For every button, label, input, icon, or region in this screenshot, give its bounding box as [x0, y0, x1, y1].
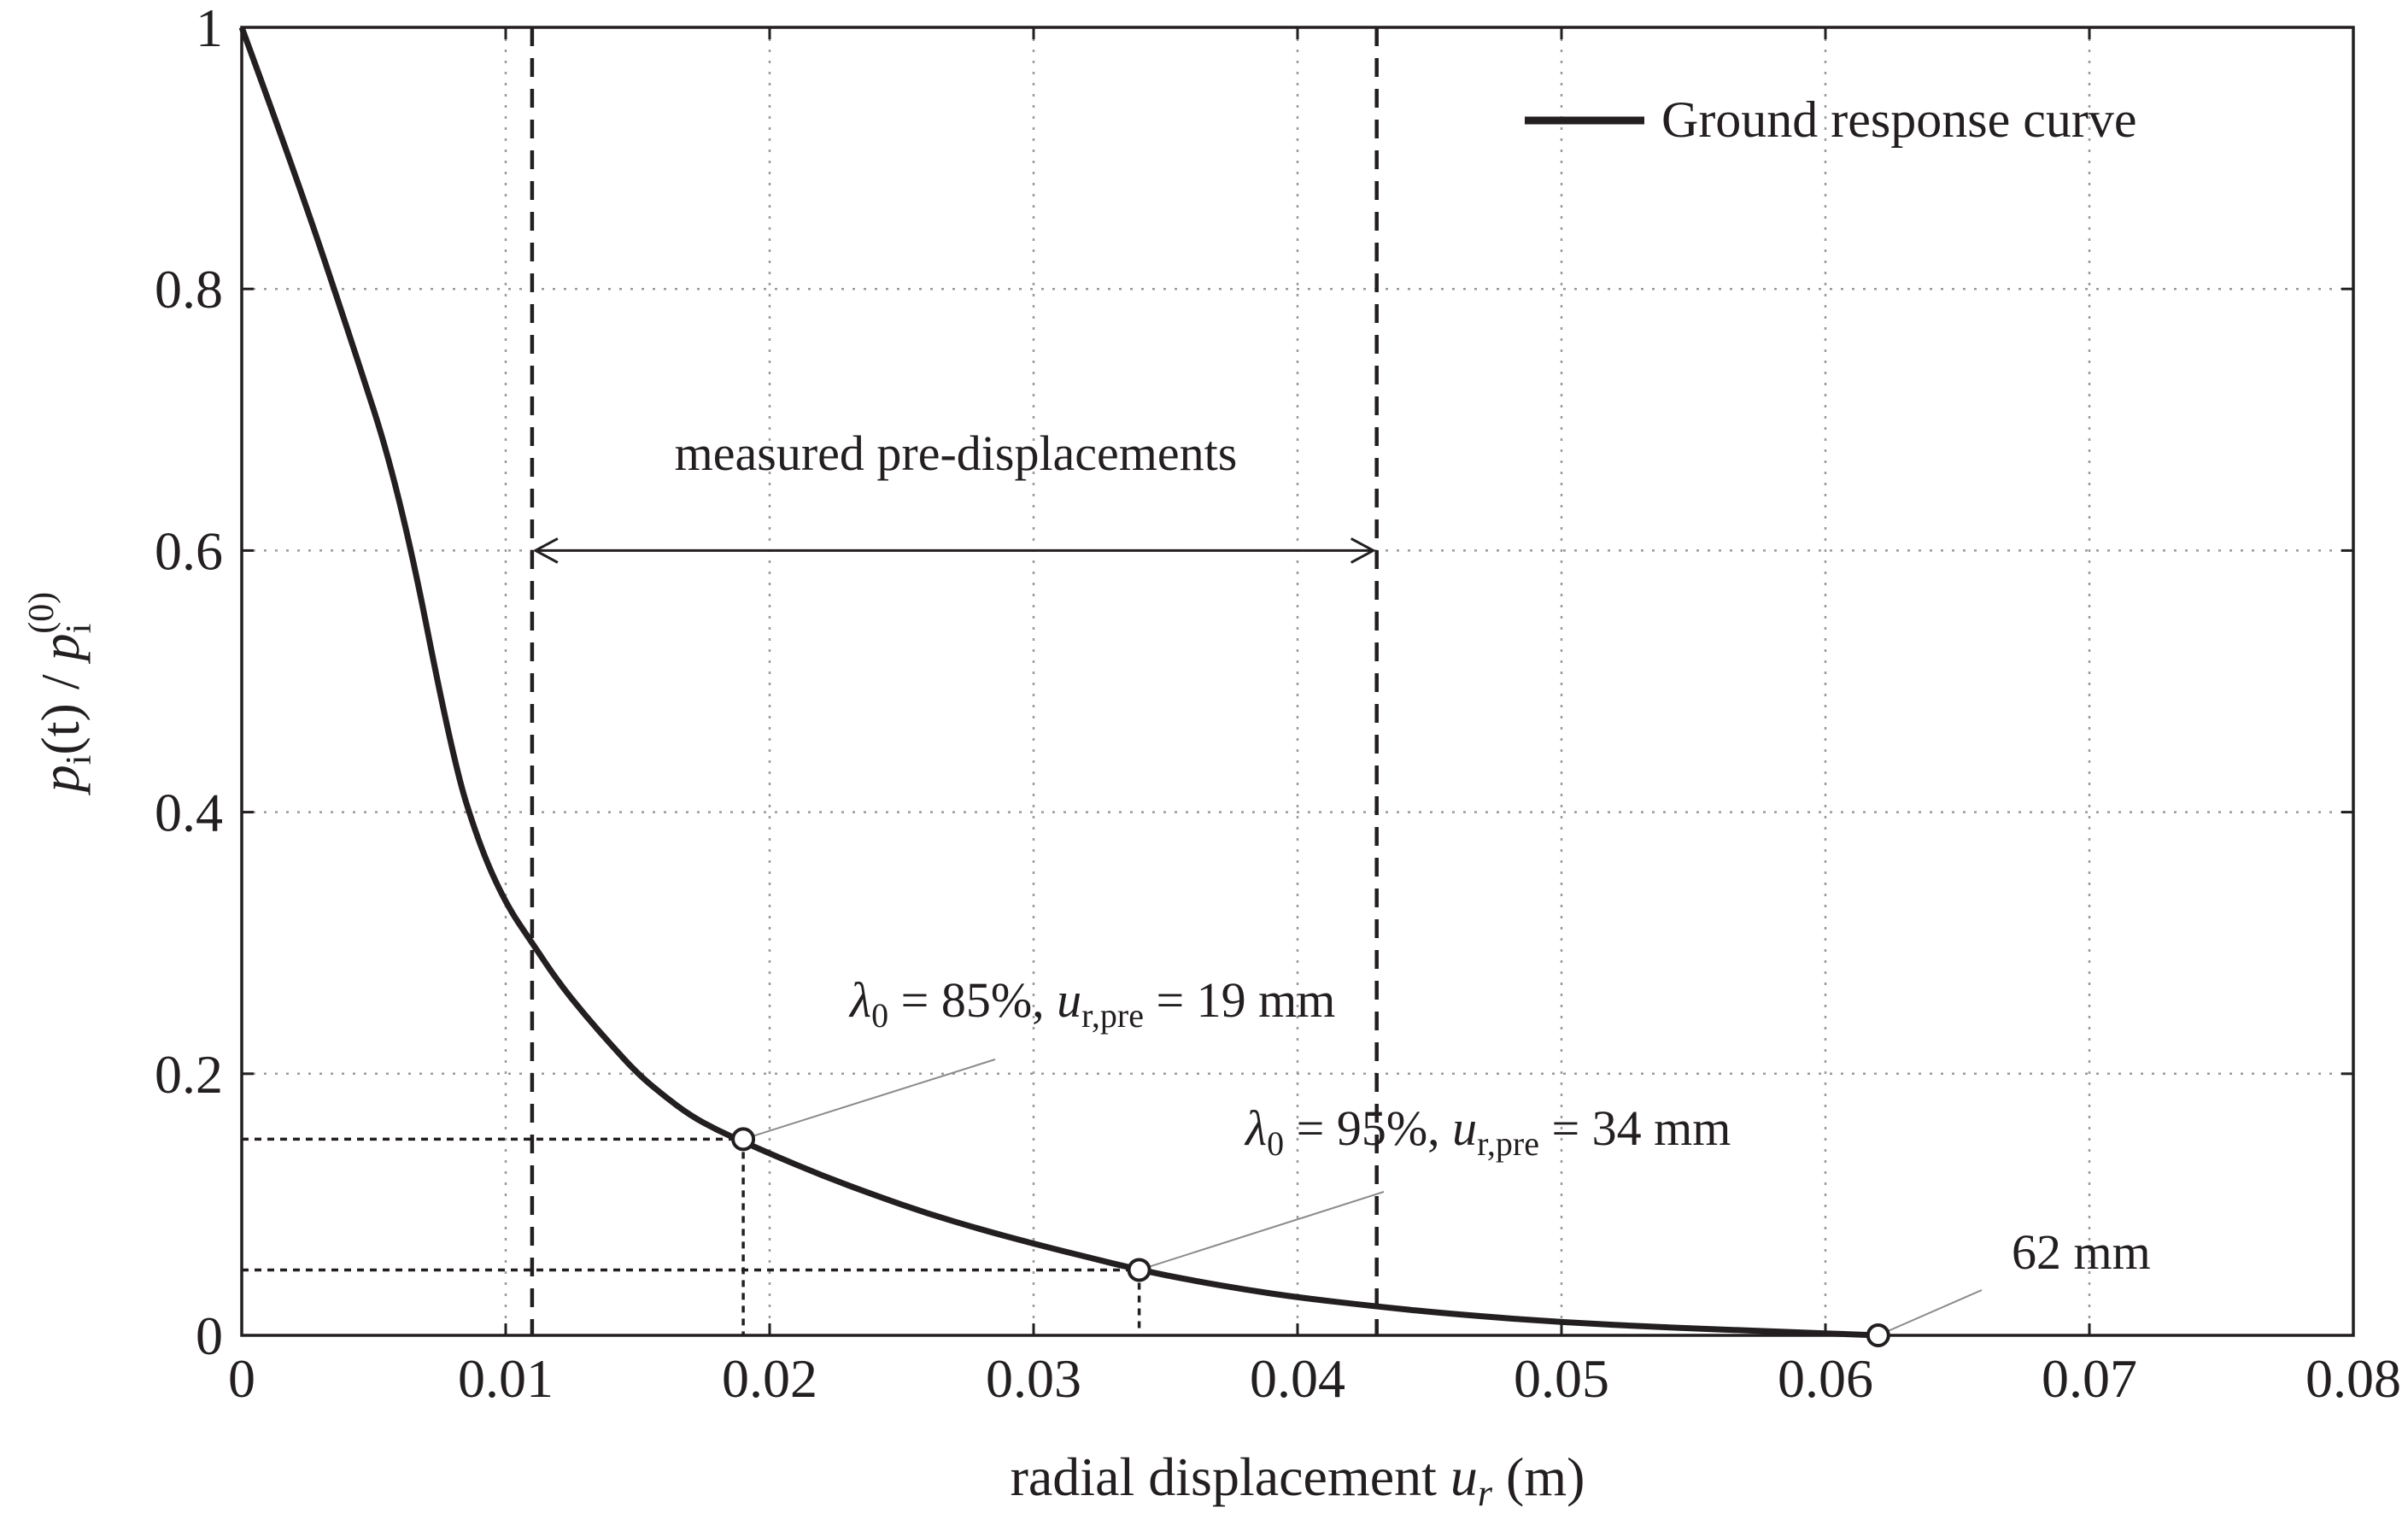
marker-label-3: 62 mm [2012, 1224, 2151, 1280]
y-tick-label: 1 [196, 0, 223, 58]
x-tick-label: 0.06 [1778, 1348, 1873, 1409]
x-label-var: u [1450, 1446, 1478, 1507]
y-label-sub2: i [60, 624, 99, 634]
x-tick-label: 0 [228, 1348, 255, 1409]
annotation-layer [731, 1059, 1983, 1347]
span-label: measured pre-displacements [675, 425, 1238, 481]
guide-layer [242, 27, 1379, 1335]
legend-label: Ground response curve [1661, 91, 2137, 148]
marker-1-lambda: λ [848, 972, 871, 1028]
marker-1-var: u [1057, 972, 1081, 1028]
marker-2-lambda: λ [1244, 1100, 1267, 1156]
frame-layer [240, 26, 2355, 1337]
marker-2-end: = 34 mm [1539, 1100, 1731, 1156]
marker-label-1: λ0 = 85%, ur,pre = 19 mm [848, 972, 1335, 1035]
legend: Ground response curve [1525, 91, 2137, 148]
x-axis-label: radial displacement ur (m) [1011, 1446, 1585, 1514]
y-tick-label: 0.8 [155, 259, 223, 320]
marker-leader-line [1139, 1191, 1385, 1271]
x-label-sub: r [1478, 1472, 1493, 1514]
y-tick-label: 0.4 [155, 783, 223, 843]
y-tick-label: 0.2 [155, 1044, 223, 1105]
marker-1-var-sub: r,pre [1081, 996, 1144, 1035]
marker-label-2: λ0 = 95%, ur,pre = 34 mm [1244, 1100, 1731, 1163]
x-label-unit: (m) [1492, 1446, 1585, 1507]
marker-2-lambda-sub: 0 [1267, 1124, 1284, 1163]
x-tick-label: 0.02 [722, 1348, 817, 1409]
marker-1-mid: = 85%, [888, 972, 1057, 1028]
data-point-marker [1127, 1258, 1151, 1282]
ground-response-curve [238, 26, 1878, 1339]
y-label-sub1: i [60, 755, 99, 765]
data-point-marker [1866, 1323, 1890, 1347]
marker-leader-line [1878, 1289, 1983, 1336]
y-label-p2: p [30, 633, 91, 664]
curve-layer [238, 26, 1878, 1339]
tick-label-layer: 0 0.01 0.02 0.03 0.04 0.05 0.06 0.07 0.08 0 0.2 0.4… [155, 0, 2401, 1409]
data-point-marker [731, 1127, 756, 1152]
y-label-mid: (t) / [30, 660, 91, 754]
marker-2-mid: = 95%, [1284, 1100, 1452, 1156]
marker-leader-line [742, 1059, 996, 1141]
x-tick-label: 0.03 [986, 1348, 1081, 1409]
x-tick-label: 0.08 [2305, 1348, 2401, 1409]
y-label-p1: p [30, 765, 91, 795]
span-arrow-head-right [1350, 537, 1376, 564]
y-tick-label: 0.6 [155, 520, 223, 581]
x-tick-label: 0.01 [458, 1348, 554, 1409]
y-axis-label: pi(t) / pi(0) [22, 592, 99, 796]
y-tick-label: 0 [196, 1305, 223, 1366]
x-tick-label: 0.07 [2042, 1348, 2137, 1409]
x-tick-label: 0.04 [1250, 1348, 1345, 1409]
x-label-prefix: radial displacement [1011, 1446, 1450, 1507]
marker-2-var-sub: r,pre [1477, 1124, 1539, 1163]
marker-1-end: = 19 mm [1144, 972, 1335, 1028]
x-tick-label: 0.05 [1514, 1348, 1609, 1409]
marker-1-lambda-sub: 0 [871, 996, 888, 1035]
y-label-sup2: (0) [22, 592, 62, 634]
span-arrow-head-left [532, 537, 559, 564]
marker-2-var: u [1452, 1100, 1477, 1156]
